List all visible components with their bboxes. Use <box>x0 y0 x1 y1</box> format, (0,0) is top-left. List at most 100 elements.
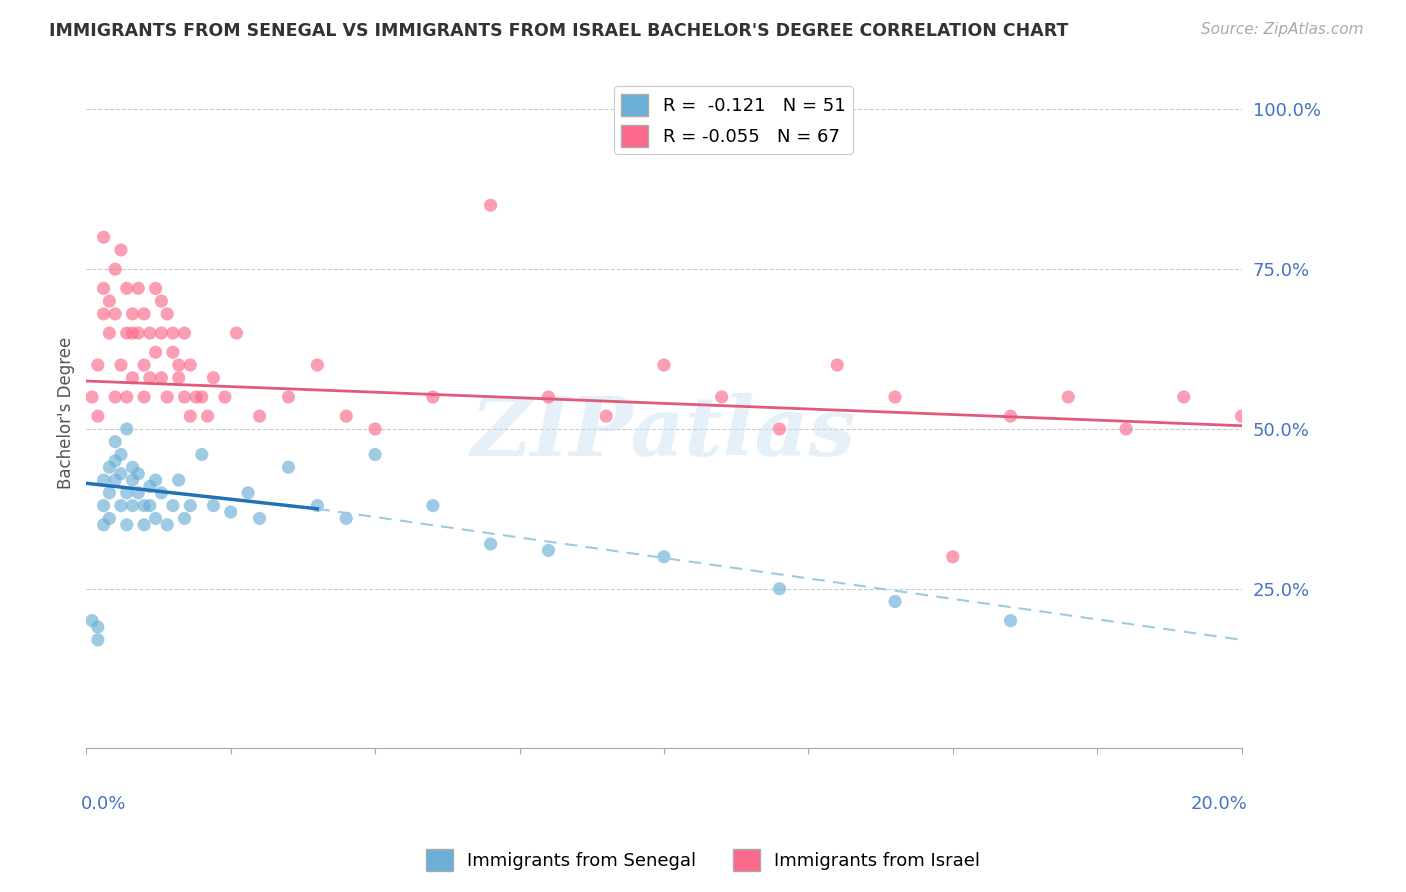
Point <box>422 499 444 513</box>
Point <box>768 582 790 596</box>
Point <box>115 422 138 436</box>
Point <box>179 499 201 513</box>
Point <box>139 499 162 513</box>
Point <box>173 390 195 404</box>
Point <box>150 371 173 385</box>
Point <box>145 345 167 359</box>
Point <box>127 281 149 295</box>
Point <box>307 358 329 372</box>
Y-axis label: Bachelor's Degree: Bachelor's Degree <box>58 337 75 489</box>
Point <box>191 390 214 404</box>
Point <box>202 499 225 513</box>
Point <box>479 198 502 212</box>
Point <box>104 434 127 449</box>
Point <box>768 422 790 436</box>
Point <box>132 307 155 321</box>
Point <box>307 499 329 513</box>
Point <box>167 473 190 487</box>
Point <box>93 307 115 321</box>
Legend: R =  -0.121   N = 51, R = -0.055   N = 67: R = -0.121 N = 51, R = -0.055 N = 67 <box>614 87 852 154</box>
Point <box>537 390 560 404</box>
Point <box>1057 390 1080 404</box>
Point <box>121 307 143 321</box>
Point <box>197 409 219 424</box>
Point <box>162 499 184 513</box>
Point <box>179 409 201 424</box>
Point <box>184 390 207 404</box>
Point <box>110 448 132 462</box>
Point <box>121 326 143 340</box>
Point <box>110 358 132 372</box>
Point <box>162 345 184 359</box>
Point <box>98 326 121 340</box>
Point <box>537 543 560 558</box>
Point <box>132 390 155 404</box>
Point <box>156 307 179 321</box>
Point <box>652 549 675 564</box>
Point <box>364 448 387 462</box>
Point <box>127 467 149 481</box>
Point <box>277 390 299 404</box>
Point <box>179 358 201 372</box>
Point <box>115 486 138 500</box>
Text: ZIPatlas: ZIPatlas <box>471 393 856 473</box>
Point <box>121 473 143 487</box>
Point <box>139 371 162 385</box>
Point <box>249 409 271 424</box>
Point <box>127 326 149 340</box>
Point <box>115 390 138 404</box>
Point <box>93 499 115 513</box>
Point <box>150 294 173 309</box>
Point <box>422 390 444 404</box>
Point <box>479 537 502 551</box>
Point <box>121 371 143 385</box>
Point <box>139 326 162 340</box>
Point <box>121 499 143 513</box>
Point <box>156 390 179 404</box>
Point <box>1230 409 1253 424</box>
Point <box>132 499 155 513</box>
Point <box>1000 409 1022 424</box>
Point <box>225 326 247 340</box>
Point <box>219 505 242 519</box>
Point <box>87 358 110 372</box>
Point <box>884 390 907 404</box>
Point <box>1115 422 1137 436</box>
Point <box>104 473 127 487</box>
Point <box>145 511 167 525</box>
Point <box>98 486 121 500</box>
Point <box>104 390 127 404</box>
Point <box>110 499 132 513</box>
Point <box>93 230 115 244</box>
Point <box>139 479 162 493</box>
Point <box>132 517 155 532</box>
Text: Source: ZipAtlas.com: Source: ZipAtlas.com <box>1201 22 1364 37</box>
Point <box>595 409 617 424</box>
Point <box>145 281 167 295</box>
Point <box>710 390 733 404</box>
Point <box>202 371 225 385</box>
Point <box>93 517 115 532</box>
Point <box>110 243 132 257</box>
Point <box>1173 390 1195 404</box>
Point <box>121 460 143 475</box>
Point <box>167 358 190 372</box>
Point <box>173 326 195 340</box>
Text: 0.0%: 0.0% <box>80 796 127 814</box>
Point <box>87 620 110 634</box>
Text: 20.0%: 20.0% <box>1191 796 1247 814</box>
Point <box>150 326 173 340</box>
Point <box>104 262 127 277</box>
Point <box>191 448 214 462</box>
Point <box>277 460 299 475</box>
Point <box>249 511 271 525</box>
Point <box>104 307 127 321</box>
Point <box>104 454 127 468</box>
Point <box>127 486 149 500</box>
Point <box>98 460 121 475</box>
Point <box>98 294 121 309</box>
Point <box>80 390 103 404</box>
Point <box>214 390 236 404</box>
Point <box>167 371 190 385</box>
Point <box>115 281 138 295</box>
